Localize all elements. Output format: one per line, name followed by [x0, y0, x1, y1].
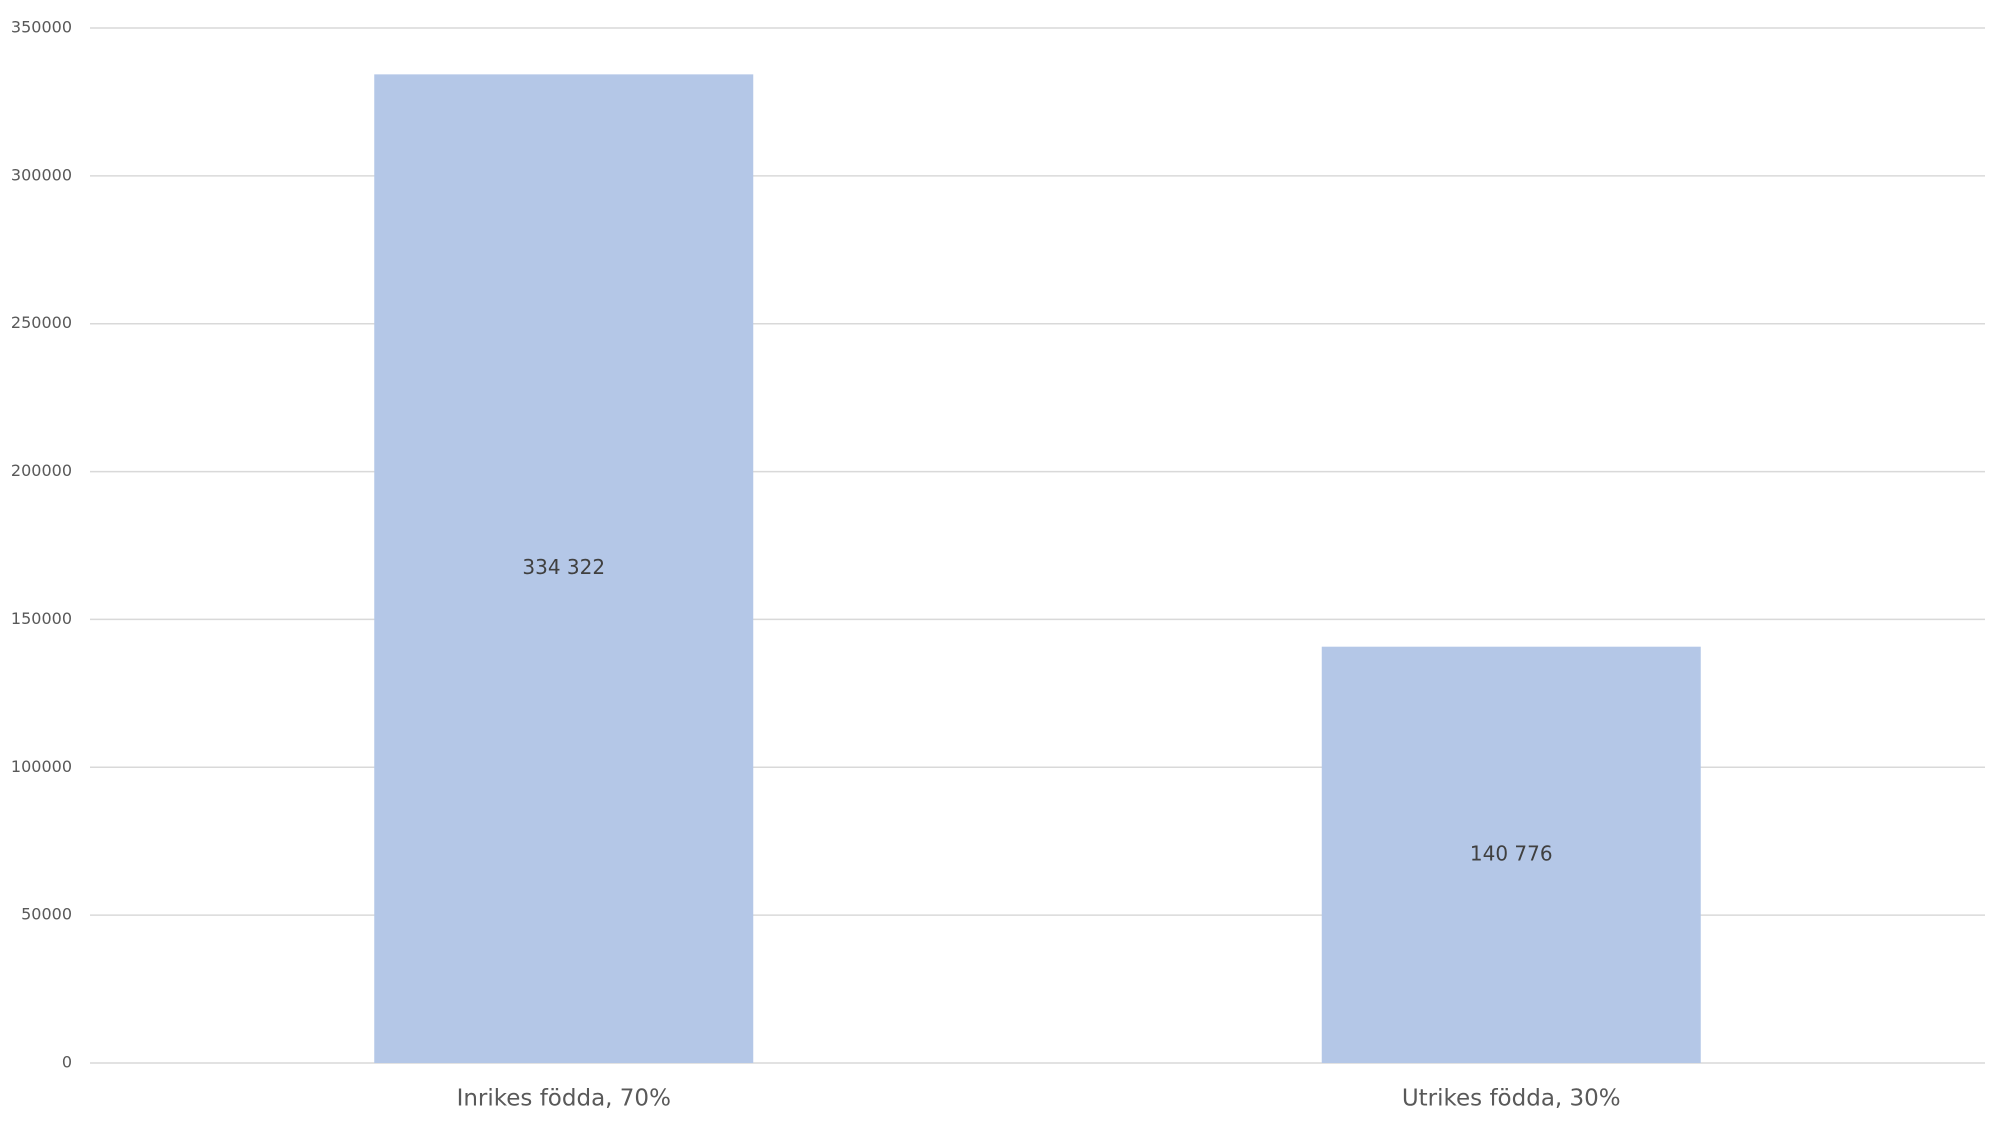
bar	[1321, 646, 1701, 1063]
y-tick-label: 100000	[11, 757, 72, 776]
x-tick-label: Inrikes födda, 70%	[457, 1086, 671, 1112]
y-tick-label: 200000	[11, 461, 72, 480]
y-tick-label: 150000	[11, 609, 72, 628]
y-tick-label: 300000	[11, 165, 72, 184]
bar	[374, 74, 754, 1064]
y-tick-label: 350000	[11, 18, 72, 37]
data-label: 334 322	[522, 555, 605, 579]
y-tick-label: 50000	[21, 905, 72, 924]
x-tick-label: Utrikes födda, 30%	[1402, 1086, 1621, 1112]
data-label: 140 776	[1470, 841, 1553, 865]
y-tick-label: 250000	[11, 313, 72, 332]
y-tick-label: 0	[62, 1053, 72, 1072]
